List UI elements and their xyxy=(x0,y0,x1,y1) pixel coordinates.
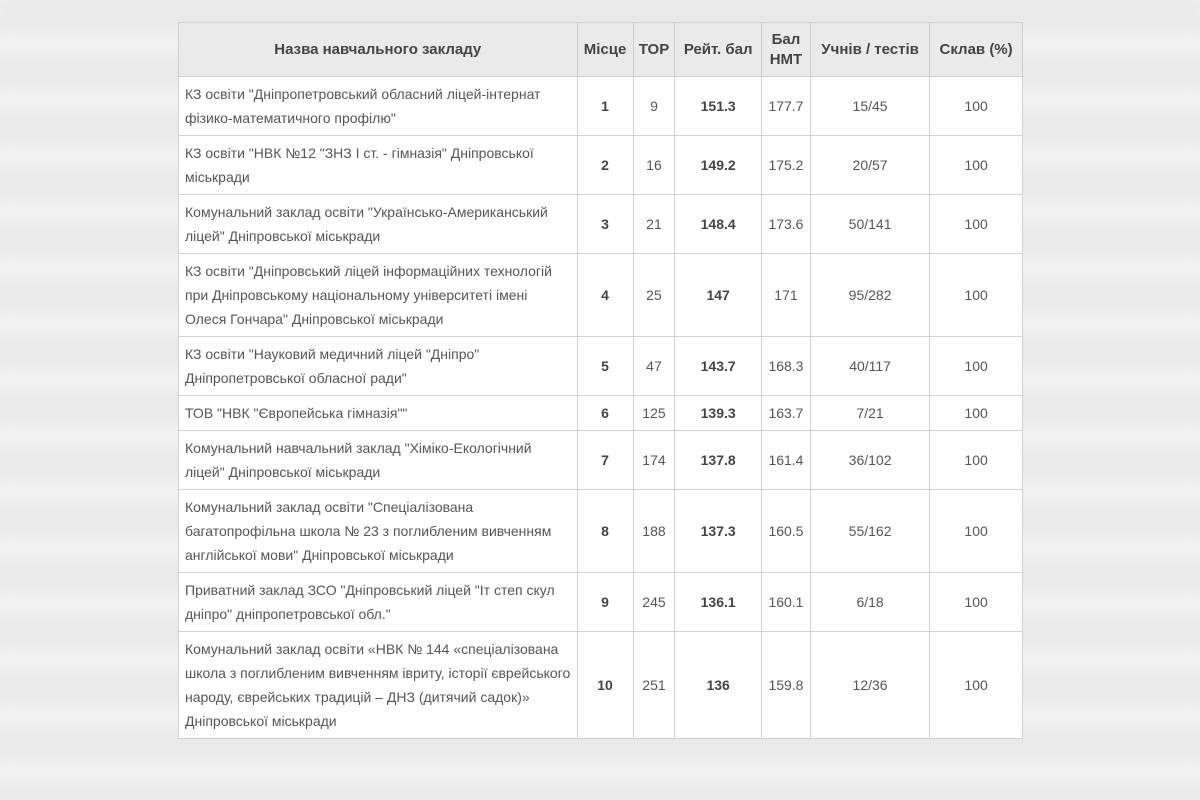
cell-name: КЗ освіти "Науковий медичний ліцей "Дніп… xyxy=(178,336,578,396)
cell-place: 3 xyxy=(576,194,634,254)
cell-students: 6/18 xyxy=(809,572,931,632)
cell-students: 12/36 xyxy=(809,631,931,739)
cell-nmt: 171 xyxy=(760,253,811,337)
table-row: КЗ освіти "Дніпровський ліцей інформацій… xyxy=(178,253,1023,337)
header-students[interactable]: Учнів / тестів xyxy=(809,22,931,77)
cell-rating: 137.8 xyxy=(674,430,762,490)
cell-students: 95/282 xyxy=(809,253,931,337)
cell-passed: 100 xyxy=(929,135,1023,195)
cell-place: 10 xyxy=(576,631,634,739)
cell-passed: 100 xyxy=(929,430,1023,490)
cell-passed: 100 xyxy=(929,76,1023,136)
cell-nmt: 160.1 xyxy=(760,572,811,632)
cell-passed: 100 xyxy=(929,572,1023,632)
cell-place: 8 xyxy=(576,489,634,573)
cell-passed: 100 xyxy=(929,336,1023,396)
cell-rating: 136.1 xyxy=(674,572,762,632)
table-row: Комунальний навчальний заклад "Хіміко-Ек… xyxy=(178,430,1023,490)
cell-nmt: 173.6 xyxy=(760,194,811,254)
header-nmt[interactable]: Бал НМТ xyxy=(760,22,811,77)
cell-top: 9 xyxy=(632,76,676,136)
table-row: Комунальний заклад освіти "Українсько-Ам… xyxy=(178,194,1023,254)
cell-top: 16 xyxy=(632,135,676,195)
cell-nmt: 159.8 xyxy=(760,631,811,739)
cell-students: 50/141 xyxy=(809,194,931,254)
cell-name: Комунальний заклад освіти "Українсько-Ам… xyxy=(178,194,578,254)
cell-passed: 100 xyxy=(929,631,1023,739)
cell-top: 21 xyxy=(632,194,676,254)
cell-top: 25 xyxy=(632,253,676,337)
cell-students: 20/57 xyxy=(809,135,931,195)
cell-name: Приватний заклад ЗСО "Дніпровський ліцей… xyxy=(178,572,578,632)
cell-passed: 100 xyxy=(929,395,1023,431)
table-row: КЗ освіти "НВК №12 "ЗНЗ І ст. - гімназія… xyxy=(178,135,1023,195)
cell-top: 47 xyxy=(632,336,676,396)
table-row: Приватний заклад ЗСО "Дніпровський ліцей… xyxy=(178,572,1023,632)
header-place[interactable]: Місце xyxy=(576,22,634,77)
header-passed[interactable]: Склав (%) xyxy=(929,22,1023,77)
cell-nmt: 160.5 xyxy=(760,489,811,573)
cell-top: 125 xyxy=(632,395,676,431)
cell-top: 174 xyxy=(632,430,676,490)
cell-passed: 100 xyxy=(929,253,1023,337)
cell-name: Комунальний заклад освіти "Спеціалізован… xyxy=(178,489,578,573)
cell-rating: 148.4 xyxy=(674,194,762,254)
cell-nmt: 163.7 xyxy=(760,395,811,431)
cell-name: КЗ освіти "Дніпропетровський обласний лі… xyxy=(178,76,578,136)
table-header-row: Назва навчального закладу Місце ТОР Рейт… xyxy=(178,22,1023,77)
cell-name: КЗ освіти "Дніпровський ліцей інформацій… xyxy=(178,253,578,337)
cell-passed: 100 xyxy=(929,489,1023,573)
cell-students: 40/117 xyxy=(809,336,931,396)
cell-place: 6 xyxy=(576,395,634,431)
cell-nmt: 177.7 xyxy=(760,76,811,136)
table-row: Комунальний заклад освіти «НВК № 144 «сп… xyxy=(178,631,1023,739)
header-rating[interactable]: Рейт. бал xyxy=(674,22,762,77)
cell-name: КЗ освіти "НВК №12 "ЗНЗ І ст. - гімназія… xyxy=(178,135,578,195)
cell-nmt: 168.3 xyxy=(760,336,811,396)
cell-students: 7/21 xyxy=(809,395,931,431)
cell-name: ТОВ "НВК "Європейська гімназія"" xyxy=(178,395,578,431)
table-row: ТОВ "НВК "Європейська гімназія"" 6 125 139.… xyxy=(178,395,1023,431)
table-row: КЗ освіти "Дніпропетровський обласний лі… xyxy=(178,76,1023,136)
cell-place: 2 xyxy=(576,135,634,195)
cell-rating: 136 xyxy=(674,631,762,739)
table-row: Комунальний заклад освіти "Спеціалізован… xyxy=(178,489,1023,573)
cell-place: 4 xyxy=(576,253,634,337)
header-top[interactable]: ТОР xyxy=(632,22,676,77)
cell-place: 5 xyxy=(576,336,634,396)
cell-top: 188 xyxy=(632,489,676,573)
cell-rating: 139.3 xyxy=(674,395,762,431)
cell-nmt: 175.2 xyxy=(760,135,811,195)
header-name[interactable]: Назва навчального закладу xyxy=(178,22,578,77)
cell-students: 36/102 xyxy=(809,430,931,490)
cell-place: 7 xyxy=(576,430,634,490)
cell-name: Комунальний навчальний заклад "Хіміко-Ек… xyxy=(178,430,578,490)
cell-rating: 147 xyxy=(674,253,762,337)
cell-rating: 149.2 xyxy=(674,135,762,195)
cell-top: 251 xyxy=(632,631,676,739)
cell-students: 55/162 xyxy=(809,489,931,573)
cell-rating: 137.3 xyxy=(674,489,762,573)
cell-rating: 151.3 xyxy=(674,76,762,136)
cell-place: 1 xyxy=(576,76,634,136)
cell-students: 15/45 xyxy=(809,76,931,136)
cell-rating: 143.7 xyxy=(674,336,762,396)
cell-place: 9 xyxy=(576,572,634,632)
table-row: КЗ освіти "Науковий медичний ліцей "Дніп… xyxy=(178,336,1023,396)
school-ranking-table: Назва навчального закладу Місце ТОР Рейт… xyxy=(178,22,1023,739)
cell-top: 245 xyxy=(632,572,676,632)
cell-name: Комунальний заклад освіти «НВК № 144 «сп… xyxy=(178,631,578,739)
cell-nmt: 161.4 xyxy=(760,430,811,490)
cell-passed: 100 xyxy=(929,194,1023,254)
